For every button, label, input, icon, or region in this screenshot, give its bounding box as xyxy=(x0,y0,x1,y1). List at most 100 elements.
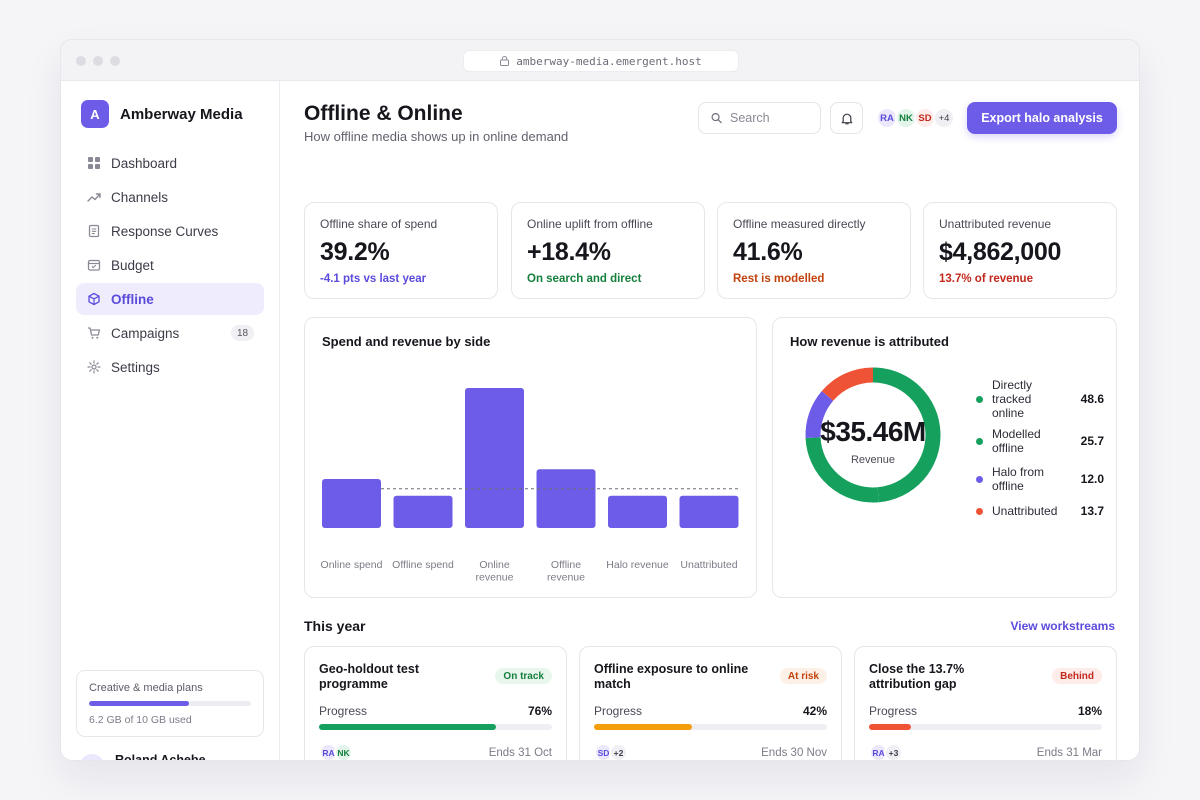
kpi-note: Rest is modelled xyxy=(733,273,825,285)
kpi-note: 13.7% of revenue xyxy=(939,273,1033,285)
end-date: Ends 30 Nov xyxy=(761,747,827,759)
kpi-label: Online uplift from offline xyxy=(527,217,653,231)
end-date: Ends 31 Mar xyxy=(1036,747,1102,759)
donut-legend: Directly tracked online 48.6 Modelled of… xyxy=(976,377,1104,525)
progress-bar xyxy=(594,724,827,730)
avatars-more-count: +4 xyxy=(933,107,955,129)
kpi-value: 41.6% xyxy=(733,238,803,266)
brand-logo: A xyxy=(81,100,109,128)
donut-center-label: Revenue xyxy=(850,454,896,466)
export-halo-analysis-button[interactable]: Export halo analysis xyxy=(967,102,1117,134)
notifications-button[interactable] xyxy=(830,102,863,134)
legend-label: Unattributed xyxy=(992,504,1058,518)
view-workstreams-link[interactable]: View workstreams xyxy=(1010,619,1115,633)
donut-center-value: $35.46M xyxy=(820,416,926,447)
workstream-title: Close the 13.7% attribution gap xyxy=(869,662,965,691)
sidebar-item-label: Dashboard xyxy=(111,155,178,171)
storage-card: Creative & media plans 6.2 GB of 10 GB u… xyxy=(76,670,264,737)
sidebar-item-offline[interactable]: Offline xyxy=(76,283,264,315)
workstream-title: Offline exposure to online match xyxy=(594,662,749,691)
workstream-card[interactable]: Offline exposure to online match At risk… xyxy=(579,646,842,760)
kpi-label: Offline share of spend xyxy=(320,217,438,231)
page-title: Offline & Online xyxy=(304,102,463,125)
x-tick-label: Offline revenue xyxy=(547,559,585,584)
legend-item: Halo from offline 12.0 xyxy=(976,461,1104,497)
progress-label: Progress xyxy=(594,704,643,718)
sidebar-item-label: Settings xyxy=(111,359,160,375)
window-control-close[interactable] xyxy=(76,56,86,66)
search-input[interactable] xyxy=(730,111,820,125)
legend-label: Modelled offline xyxy=(992,427,1041,455)
browser-titlebar: amberway-media.emergent.host xyxy=(61,40,1139,81)
legend-value: 48.6 xyxy=(1080,392,1104,406)
chart-title: How revenue is attributed xyxy=(790,334,949,349)
workstream-avatars: SD +2 xyxy=(594,743,628,760)
sidebar: A Amberway Media Dashboard Channels Resp… xyxy=(61,81,280,760)
storage-title: Creative & media plans xyxy=(89,682,203,694)
legend-item: Unattributed 13.7 xyxy=(976,497,1104,525)
sidebar-item-channels[interactable]: Channels xyxy=(76,181,264,213)
legend-item: Modelled offline 25.7 xyxy=(976,421,1104,461)
sidebar-item-dashboard[interactable]: Dashboard xyxy=(76,147,264,179)
bar xyxy=(393,495,453,528)
workstream-avatars: RA +3 xyxy=(869,743,903,760)
workstream-title: Geo-holdout test programme xyxy=(319,662,419,691)
progress-bar-fill xyxy=(594,724,692,730)
progress-label: Progress xyxy=(869,704,918,718)
legend-value: 13.7 xyxy=(1080,504,1104,518)
window-control-minimize[interactable] xyxy=(93,56,103,66)
campaigns-count-badge: 18 xyxy=(231,325,254,341)
avatar: SD xyxy=(914,107,936,129)
kpi-label: Unattributed revenue xyxy=(939,217,1052,231)
kpi-label: Offline measured directly xyxy=(733,217,866,231)
user-profile[interactable]: RA Roland Achebe Head of Media xyxy=(79,753,206,760)
main-content: Offline & Online How offline media shows… xyxy=(281,81,1139,760)
status-badge: On track xyxy=(495,668,552,684)
legend-value: 25.7 xyxy=(1080,434,1104,448)
kpi-note: On search and direct xyxy=(527,273,642,285)
section-title: This year xyxy=(304,618,366,634)
sidebar-item-budget[interactable]: Budget xyxy=(76,249,264,281)
kpi-value: +18.4% xyxy=(527,238,611,266)
workstream-card[interactable]: Close the 13.7% attribution gap Behind P… xyxy=(854,646,1117,760)
legend-label: Directly tracked online xyxy=(992,378,1033,420)
sidebar-item-campaigns[interactable]: Campaigns 18 xyxy=(76,317,264,349)
bar xyxy=(679,495,739,528)
document-icon xyxy=(87,224,101,238)
storage-progress-fill xyxy=(89,701,190,706)
legend-swatch xyxy=(976,475,983,483)
bell-icon xyxy=(841,113,852,124)
legend-swatch xyxy=(976,507,983,515)
avatar: RA xyxy=(79,754,105,760)
team-avatars[interactable]: RA NK SD +4 xyxy=(876,107,955,129)
avatar: NK xyxy=(895,107,917,129)
kpi-card: Offline measured directly 41.6% Rest is … xyxy=(717,202,911,299)
legend-label: Halo from offline xyxy=(992,465,1045,493)
sidebar-nav: Dashboard Channels Response Curves Budge… xyxy=(76,147,264,385)
bar xyxy=(608,495,667,528)
progress-bar-fill xyxy=(869,724,911,730)
progress-value: 18% xyxy=(1077,704,1102,718)
progress-bar xyxy=(869,724,1102,730)
revenue-attribution-panel: How revenue is attributed $35.46M Revenu… xyxy=(772,317,1117,598)
search-box[interactable] xyxy=(698,102,821,134)
address-bar[interactable]: amberway-media.emergent.host xyxy=(463,50,739,72)
brand[interactable]: A Amberway Media xyxy=(81,100,243,128)
kpi-card: Unattributed revenue $4,862,000 13.7% of… xyxy=(923,202,1117,299)
box-icon xyxy=(87,292,101,306)
avatars-more-count: +2 xyxy=(609,743,628,760)
sidebar-item-label: Budget xyxy=(111,257,154,273)
kpi-value: 39.2% xyxy=(320,238,390,266)
progress-bar xyxy=(319,724,552,730)
x-tick-label: Online revenue xyxy=(476,559,514,584)
progress-value: 76% xyxy=(527,704,552,718)
sidebar-item-response-curves[interactable]: Response Curves xyxy=(76,215,264,247)
brand-name: Amberway Media xyxy=(120,105,243,123)
sidebar-item-settings[interactable]: Settings xyxy=(76,351,264,383)
progress-label: Progress xyxy=(319,704,368,718)
workstream-card[interactable]: Geo-holdout test programme On track Prog… xyxy=(304,646,567,760)
legend-value: 12.0 xyxy=(1080,472,1104,486)
storage-progress-bar xyxy=(89,701,251,706)
window-control-maximize[interactable] xyxy=(110,56,120,66)
donut-slice xyxy=(805,437,879,503)
